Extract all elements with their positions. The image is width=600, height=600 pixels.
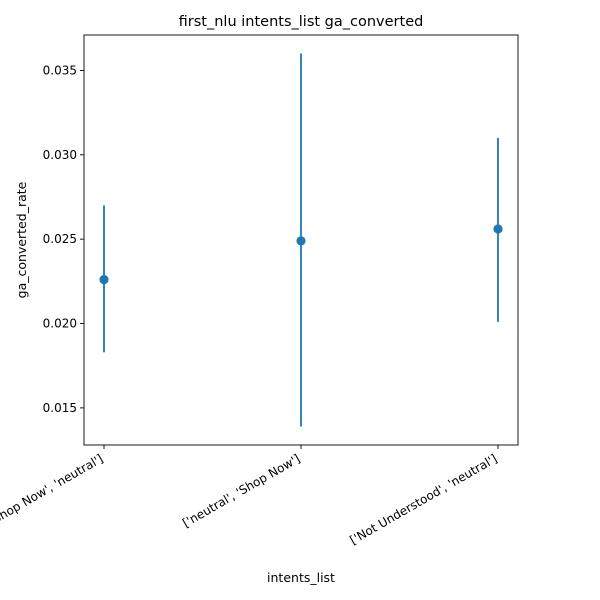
x-tick-label: ['Not Understood', 'neutral'] [347, 451, 499, 547]
y-axis-label: ga_converted_rate [14, 181, 29, 298]
y-tick-label: 0.020 [43, 317, 77, 331]
x-axis-label: intents_list [267, 570, 335, 585]
x-tick-label: ['Shop Now', 'neutral'] [0, 451, 106, 530]
data-point [296, 236, 306, 246]
data-point [493, 224, 503, 234]
x-axis: ['Shop Now', 'neutral'] ['neutral', 'Shop… [0, 445, 500, 547]
y-tick-label: 0.025 [43, 232, 77, 246]
x-tick-label: ['neutral', 'Shop Now'] [180, 451, 302, 530]
chart-title: first_nlu intents_list ga_converted [179, 14, 424, 30]
data-point [99, 275, 109, 285]
y-tick-label: 0.030 [43, 148, 77, 162]
y-tick-label: 0.035 [43, 63, 77, 77]
data-marks [99, 53, 503, 427]
y-axis: 0.015 0.020 0.025 0.030 0.035 [43, 63, 84, 415]
y-tick-label: 0.015 [43, 401, 77, 415]
